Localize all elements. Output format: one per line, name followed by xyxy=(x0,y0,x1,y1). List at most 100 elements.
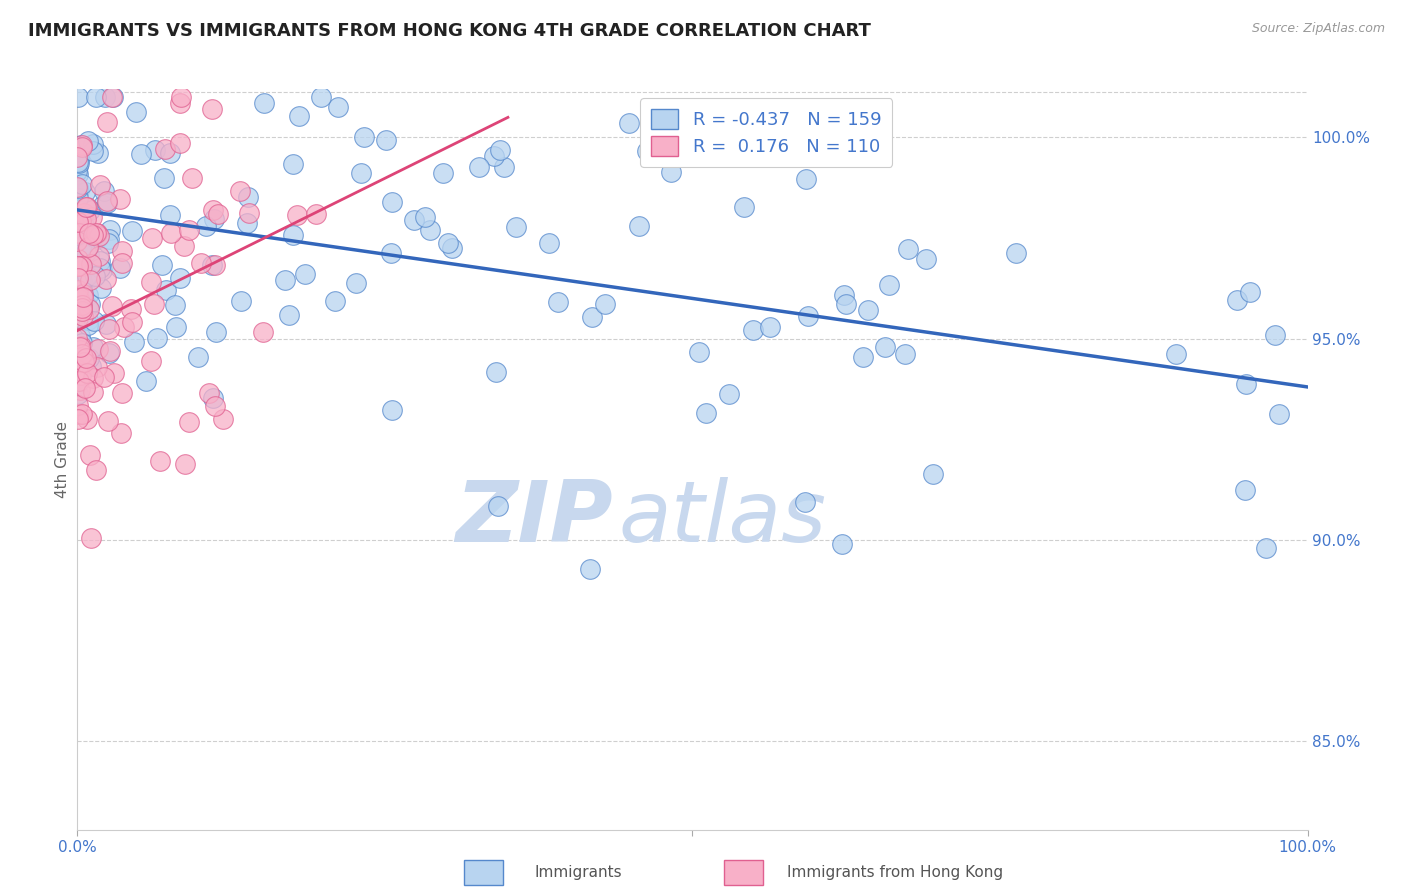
Point xyxy=(77,240,100,254)
Point xyxy=(70,368,93,382)
Point xyxy=(96,236,118,251)
Point xyxy=(67,182,90,196)
Point xyxy=(84,463,107,477)
Point xyxy=(211,412,233,426)
Point xyxy=(1264,327,1286,342)
Point xyxy=(70,240,93,254)
Point xyxy=(70,267,93,281)
Point xyxy=(70,283,93,297)
Point xyxy=(79,273,101,287)
Point xyxy=(70,272,93,286)
Point xyxy=(486,500,509,514)
Point xyxy=(326,100,349,114)
Point xyxy=(877,277,900,292)
Point xyxy=(77,288,100,302)
Point xyxy=(77,226,100,240)
Point xyxy=(100,90,122,104)
Point xyxy=(402,213,425,227)
Point xyxy=(89,253,111,268)
Point xyxy=(482,149,505,163)
Point xyxy=(103,366,125,380)
Point xyxy=(432,166,454,180)
Point xyxy=(111,256,134,270)
Point xyxy=(76,299,98,313)
Point xyxy=(111,385,134,400)
Point xyxy=(79,257,101,271)
Point xyxy=(229,184,252,198)
Point xyxy=(67,283,90,297)
Point xyxy=(72,286,94,301)
Point xyxy=(73,355,96,369)
Point xyxy=(67,281,90,295)
Point xyxy=(67,153,90,167)
Point xyxy=(180,170,202,185)
Point xyxy=(66,150,89,164)
Point xyxy=(688,344,710,359)
Point xyxy=(93,184,115,198)
Point xyxy=(169,271,191,285)
Point xyxy=(201,202,224,217)
Point xyxy=(70,214,93,228)
Point xyxy=(67,155,90,169)
Point xyxy=(66,331,89,345)
Point xyxy=(353,130,375,145)
Point xyxy=(79,448,101,462)
Point xyxy=(129,146,152,161)
Point xyxy=(84,269,107,284)
Point xyxy=(1254,541,1277,555)
Point xyxy=(66,254,89,268)
Point xyxy=(83,230,105,244)
Point xyxy=(492,160,515,174)
Point xyxy=(70,407,93,421)
Point xyxy=(112,319,135,334)
Point xyxy=(72,140,94,154)
Point xyxy=(121,224,143,238)
Point xyxy=(108,192,131,206)
Point xyxy=(628,219,651,234)
Point xyxy=(98,322,121,336)
Point xyxy=(1234,377,1257,392)
Point xyxy=(305,207,328,221)
Point xyxy=(80,532,103,546)
Point xyxy=(66,220,89,235)
Point xyxy=(90,281,112,295)
Point xyxy=(1005,246,1028,260)
Point xyxy=(165,320,187,334)
Point xyxy=(894,347,917,361)
Point xyxy=(87,146,110,161)
Point xyxy=(66,215,89,229)
Text: IMMIGRANTS VS IMMIGRANTS FROM HONG KONG 4TH GRADE CORRELATION CHART: IMMIGRANTS VS IMMIGRANTS FROM HONG KONG … xyxy=(28,22,870,40)
Point xyxy=(537,235,560,250)
Point xyxy=(76,200,98,214)
Point xyxy=(66,163,89,178)
Point xyxy=(381,194,404,209)
Point xyxy=(122,334,145,349)
Point xyxy=(70,259,93,273)
Point xyxy=(83,314,105,328)
Point xyxy=(69,340,91,354)
Text: atlas: atlas xyxy=(619,477,827,560)
Point xyxy=(309,90,332,104)
Point xyxy=(66,259,89,273)
Point xyxy=(922,467,945,481)
Point xyxy=(87,343,110,357)
Point xyxy=(381,403,404,417)
Point xyxy=(100,299,122,313)
Point xyxy=(82,145,104,159)
Point xyxy=(72,310,94,324)
Point xyxy=(67,386,90,401)
Point xyxy=(204,399,226,413)
Point xyxy=(89,260,111,275)
Point xyxy=(89,178,111,193)
Point xyxy=(187,351,209,365)
Point xyxy=(581,310,603,325)
Point xyxy=(273,273,295,287)
Point xyxy=(277,308,299,322)
Point xyxy=(75,351,97,366)
Point xyxy=(94,318,117,332)
Point xyxy=(758,319,780,334)
Point xyxy=(415,210,437,224)
Y-axis label: 4th Grade: 4th Grade xyxy=(55,421,70,498)
Point xyxy=(84,90,107,104)
Point xyxy=(153,142,176,156)
